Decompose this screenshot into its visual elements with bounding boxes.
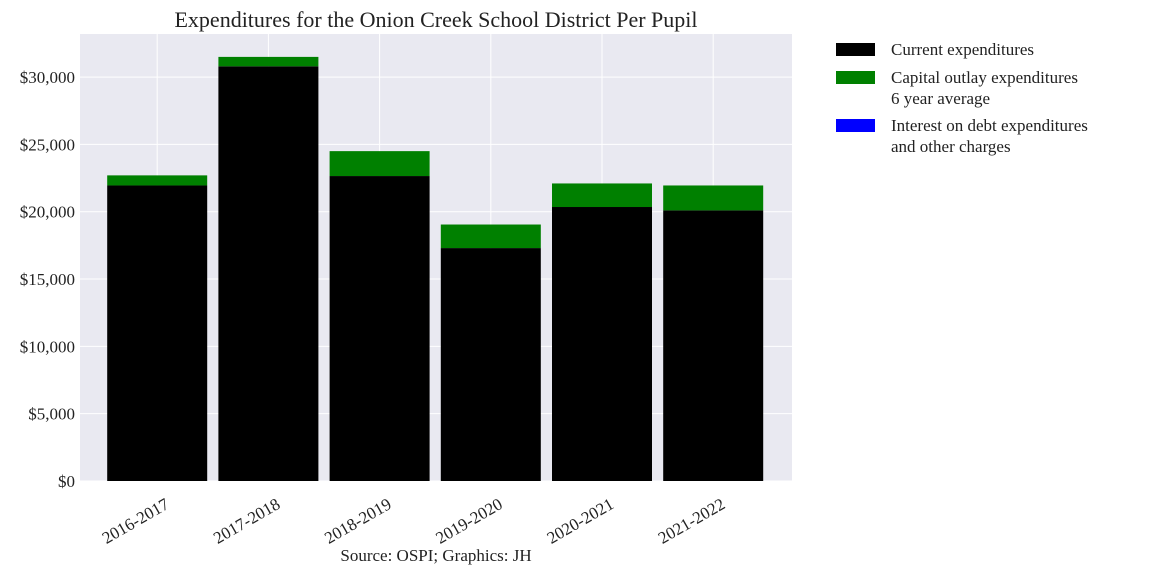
bar-segment-2020-2021-series-1 [552, 183, 652, 208]
bar-segment-2016-2017-series-1 [107, 175, 208, 186]
y-tick-label: $5,000 [28, 405, 75, 424]
bar-segment-2021-2022-series-1 [663, 185, 764, 211]
legend: Current expenditures Capital outlay expen… [836, 40, 1088, 156]
y-tick-label: $15,000 [20, 270, 75, 289]
bar-segment-2020-2021-series-0 [552, 207, 652, 481]
x-tick-label: 2021-2022 [655, 494, 728, 547]
x-tick-label: 2016-2017 [99, 494, 173, 548]
y-tick-label: $10,000 [20, 337, 75, 356]
bar-segment-2019-2020-series-1 [440, 224, 541, 249]
x-axis: 2016-2017 2017-2018 2018-2019 2019-2020 2020… [99, 494, 728, 548]
legend-label: Interest on debt expenditures and other c… [891, 116, 1088, 156]
bar-segment-2017-2018-series-1 [218, 56, 319, 67]
legend-swatch [836, 71, 875, 84]
legend-swatch [836, 119, 875, 132]
bar-segment-2019-2020-series-0 [440, 248, 541, 481]
chart-title: Expenditures for the Onion Creek School … [174, 7, 697, 32]
y-axis: $0 $5,000 $10,000 $15,000 $20,000 $25,000 $30,… [20, 68, 75, 491]
x-tick-label: 2018-2019 [321, 494, 394, 547]
legend-label: Capital outlay expenditures 6 year averag… [891, 68, 1078, 108]
bars [107, 56, 764, 481]
y-tick-label: $0 [58, 472, 75, 491]
bar-segment-2016-2017-series-0 [107, 185, 208, 481]
legend-swatch [836, 43, 875, 56]
y-tick-label: $25,000 [20, 135, 75, 154]
y-tick-label: $20,000 [20, 203, 75, 222]
x-tick-label: 2020-2021 [544, 494, 617, 547]
bar-segment-2018-2019-series-1 [329, 151, 430, 177]
bar-segment-2017-2018-series-0 [218, 66, 319, 481]
legend-label: Current expenditures [891, 40, 1034, 59]
x-tick-label: 2019-2020 [432, 494, 505, 547]
source-caption: Source: OSPI; Graphics: JH [340, 546, 531, 565]
bar-segment-2018-2019-series-0 [329, 176, 430, 481]
bar-segment-2021-2022-series-0 [663, 210, 764, 481]
y-tick-label: $30,000 [20, 68, 75, 87]
x-tick-label: 2017-2018 [210, 494, 283, 547]
